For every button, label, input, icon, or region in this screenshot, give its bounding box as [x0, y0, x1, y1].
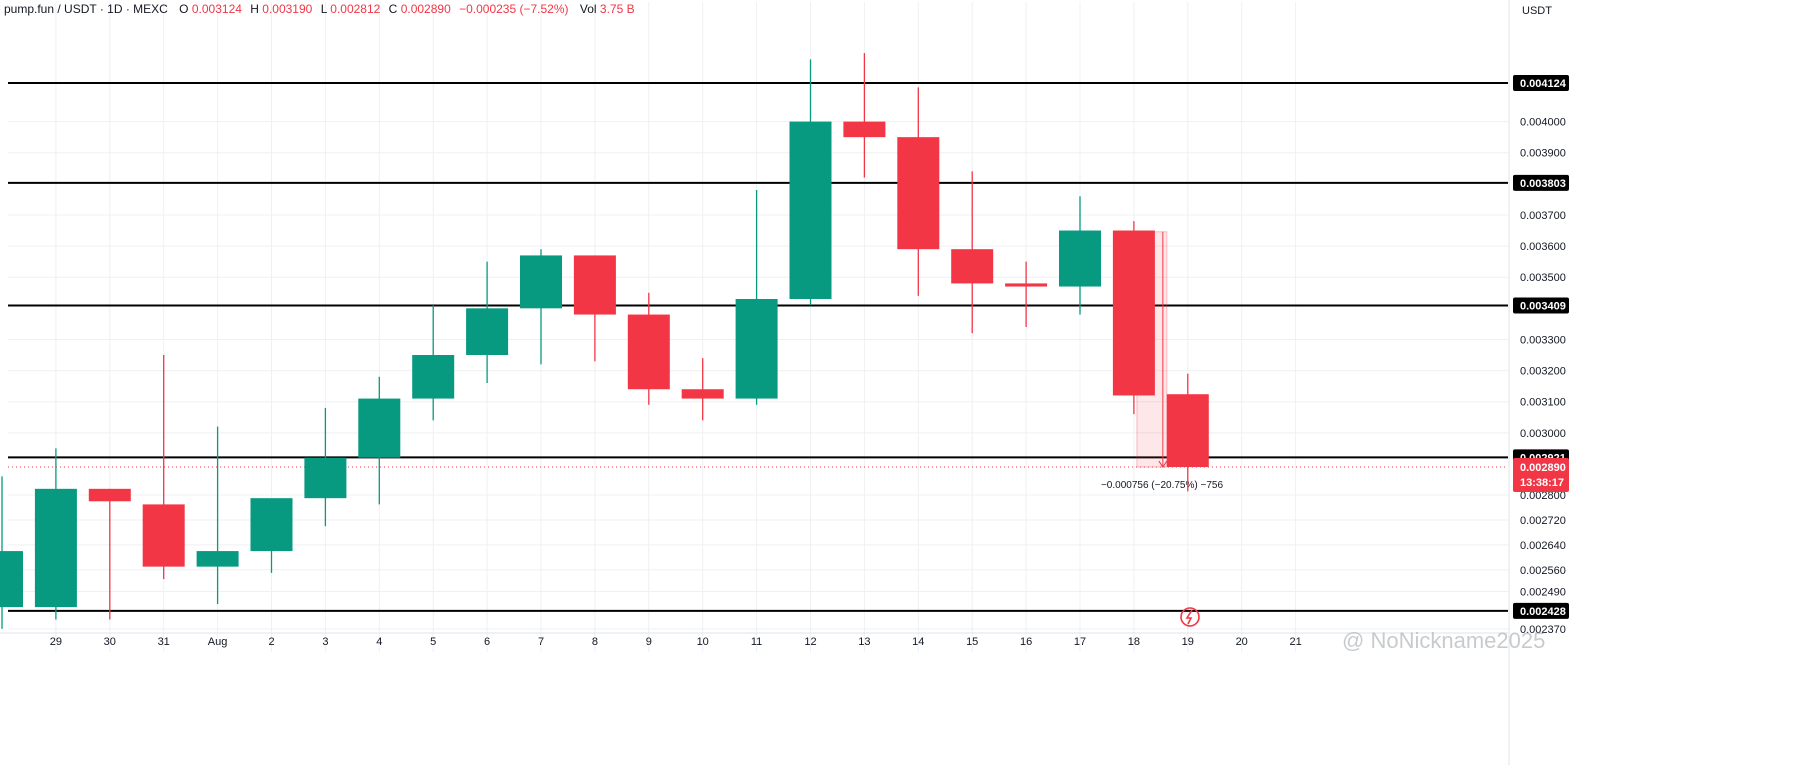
- candle-body[interactable]: [789, 121, 832, 299]
- date-tick-label: 11: [751, 636, 762, 648]
- candle-body[interactable]: [681, 389, 724, 399]
- level-price-tag: [1513, 75, 1569, 91]
- close-label: C: [389, 2, 398, 16]
- high-value: 0.003190: [262, 2, 312, 16]
- candle-body[interactable]: [1166, 394, 1209, 468]
- current-price-label: 0.002890: [1520, 462, 1566, 474]
- candle-body[interactable]: [573, 255, 616, 315]
- candle-body[interactable]: [843, 121, 886, 138]
- price-tick-label: 0.003300: [1520, 334, 1566, 346]
- high-label: H: [250, 2, 259, 16]
- date-tick-label: 19: [1182, 636, 1194, 648]
- candle-body[interactable]: [250, 498, 293, 552]
- date-tick-label: 7: [538, 636, 544, 648]
- currency-label[interactable]: USDT: [1522, 5, 1552, 17]
- level-price-tag: [1513, 602, 1569, 619]
- level-price-label: 0.003803: [1520, 178, 1566, 190]
- level-price-label: 0.002428: [1520, 606, 1566, 618]
- date-tick-label: 6: [484, 636, 490, 648]
- level-price-label: 0.004124: [1520, 78, 1567, 90]
- price-tick-label: 0.003500: [1520, 272, 1566, 284]
- candle-body[interactable]: [897, 137, 940, 250]
- low-label: L: [321, 2, 328, 16]
- low-value: 0.002812: [330, 2, 380, 16]
- candle-body[interactable]: [358, 398, 401, 458]
- level-price-label: 0.003409: [1520, 301, 1566, 313]
- candle-body[interactable]: [412, 355, 455, 399]
- price-tick-label: 0.003600: [1520, 241, 1566, 253]
- measure-arrow-head: [1158, 460, 1168, 468]
- candle-body[interactable]: [1112, 230, 1155, 396]
- price-tick-label: 0.003100: [1520, 397, 1566, 409]
- price-tick-label: 0.002560: [1520, 565, 1566, 577]
- watermark: @ NoNickname2025: [1342, 628, 1545, 653]
- countdown-label: 13:38:17: [1520, 477, 1564, 489]
- date-tick-label: 18: [1128, 636, 1140, 648]
- date-tick-label: 30: [104, 636, 116, 648]
- price-tick-label: 0.002800: [1520, 490, 1566, 502]
- symbol-label: pump.fun / USDT · 1D · MEXC: [4, 2, 168, 16]
- date-tick-label: 21: [1289, 636, 1301, 648]
- vol-label: Vol: [580, 2, 597, 16]
- svg-text:pump.fun / USDT · 1D · MEXC: pump.fun / USDT · 1D · MEXC O 0.003124 H…: [4, 2, 635, 16]
- price-tick-label: 0.002640: [1520, 540, 1566, 552]
- replay-icon[interactable]: [1180, 607, 1200, 627]
- candle-body[interactable]: [466, 308, 509, 356]
- date-tick-label: 29: [50, 636, 62, 648]
- candle-body[interactable]: [0, 551, 23, 608]
- candle-body[interactable]: [951, 249, 994, 284]
- level-price-tag: [1513, 174, 1569, 191]
- date-tick-label: 31: [158, 636, 170, 648]
- price-tick-label: 0.004000: [1520, 117, 1566, 129]
- date-tick-label: 9: [646, 636, 652, 648]
- open-label: O: [179, 2, 188, 16]
- date-tick-label: 20: [1236, 636, 1248, 648]
- measure-label: −0.000756 (−20.75%) −756: [1101, 480, 1223, 491]
- candles: [0, 53, 1209, 629]
- vol-value: 3.75 B: [600, 2, 635, 16]
- price-tick-label: 0.002720: [1520, 515, 1566, 527]
- date-tick-label: 13: [858, 636, 870, 648]
- date-tick-label: 10: [697, 636, 709, 648]
- horizontal-levels: [8, 82, 1508, 612]
- candle-body[interactable]: [142, 504, 185, 567]
- date-tick-label: 14: [912, 636, 924, 648]
- date-tick-label: 12: [804, 636, 816, 648]
- date-tick-label: 5: [430, 636, 436, 648]
- candle-body[interactable]: [34, 488, 77, 608]
- price-tick-label: 0.003000: [1520, 428, 1566, 440]
- time-axis[interactable]: 29 30 31 Aug 2 3 4 5 6 7 8 9 10 11 12 13 14 15 16 17 18 19 20 2…: [0, 632, 1508, 648]
- price-tick-label: 0.002490: [1520, 587, 1566, 599]
- current-price-tag: [1513, 458, 1569, 493]
- change-value: −0.000235 (−7.52%): [459, 2, 568, 16]
- close-value: 0.002890: [401, 2, 451, 16]
- price-tick-label: 0.003200: [1520, 366, 1566, 378]
- price-tick-label: 0.003900: [1520, 148, 1566, 160]
- date-tick-label: 4: [376, 636, 382, 648]
- date-tick-label: 17: [1074, 636, 1086, 648]
- candle-body[interactable]: [196, 551, 239, 567]
- candle-body[interactable]: [520, 255, 562, 309]
- open-value: 0.003124: [192, 2, 242, 16]
- candle-body[interactable]: [304, 457, 347, 499]
- level-price-tag: [1513, 297, 1569, 314]
- candle-body[interactable]: [627, 314, 670, 390]
- date-tick-label: Aug: [208, 636, 228, 648]
- price-tick-label: 0.003700: [1520, 210, 1566, 222]
- date-tick-label: 2: [268, 636, 274, 648]
- date-tick-label: 8: [592, 636, 598, 648]
- price-axis[interactable]: 0.004000 0.003900 0.003700 0.003600 0.003500…: [1508, 0, 1569, 765]
- price-tick-label: 0.002370: [1520, 624, 1566, 636]
- candle-body[interactable]: [735, 298, 778, 399]
- candle-body[interactable]: [1005, 283, 1048, 287]
- candle-body[interactable]: [1059, 230, 1101, 287]
- candle-body[interactable]: [88, 488, 131, 502]
- date-tick-label: 16: [1020, 636, 1032, 648]
- date-tick-label: 3: [322, 636, 328, 648]
- symbol-header: pump.fun / USDT · 1D · MEXC O 0.003124 H…: [4, 2, 635, 16]
- date-tick-label: 15: [966, 636, 978, 648]
